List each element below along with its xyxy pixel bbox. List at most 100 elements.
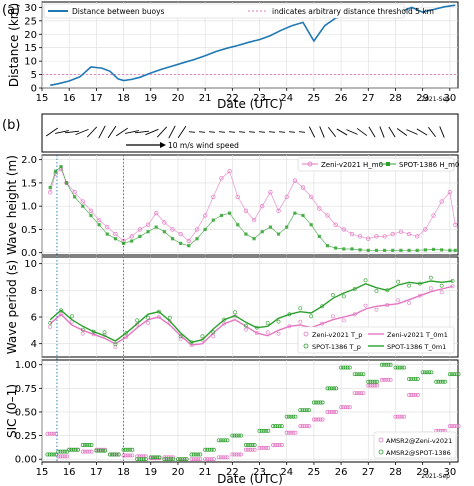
sic-point (307, 424, 311, 429)
sic-point (442, 379, 447, 384)
wave-period-point (254, 331, 259, 335)
sic-point (56, 449, 61, 454)
wave-height-point (447, 190, 452, 195)
sic-point (128, 447, 133, 452)
sic-point (279, 443, 284, 447)
wave-period-point (407, 301, 411, 305)
sic-point (273, 443, 278, 447)
sic-point (87, 443, 92, 447)
sic-point (80, 449, 85, 454)
wave-period-point (200, 334, 205, 339)
wave-period-point (124, 335, 129, 339)
sic-point (375, 379, 379, 384)
wave-period-point (222, 317, 227, 322)
wave-period-point (167, 315, 172, 320)
sic-point (368, 379, 373, 384)
sic-point (316, 417, 321, 422)
x-tick-label: 21 (199, 93, 212, 104)
sic-point (289, 430, 294, 435)
wind-arrow (156, 126, 168, 138)
wave-period-point (178, 337, 183, 341)
sic-point (85, 443, 90, 447)
wave-height-point (236, 223, 240, 227)
wave-height-point (374, 248, 379, 252)
sic-point (139, 454, 144, 459)
sic-point (250, 447, 255, 452)
sic-point (45, 431, 50, 436)
wave-period-point (102, 330, 107, 335)
sic-point (135, 454, 140, 459)
sic-point (252, 447, 257, 452)
sic-point (182, 457, 187, 462)
wave-period-point (331, 314, 335, 319)
wave-period-series (48, 275, 455, 349)
wave-height-point (64, 181, 69, 185)
wave-height-point (300, 185, 306, 190)
wave-height-point (154, 225, 158, 229)
sic-point (223, 438, 228, 443)
wave-height-point (342, 247, 346, 251)
sic-point (191, 452, 196, 457)
sic-point (284, 414, 289, 419)
wave-period-point (363, 278, 368, 283)
wave-height-point (301, 213, 305, 218)
wind-arrow (188, 131, 196, 133)
wave-height-point (382, 234, 387, 239)
sic-x-ticks: 15 16 17 18 19 20 21 22 23 24 25 26 27 28 29 30 (36, 462, 456, 478)
wave-period-point (385, 303, 390, 307)
legend-zeni-hm0-label: Zeni-v2021 H_m0 (321, 161, 383, 169)
wave-period-point (146, 321, 150, 325)
wave-height-point (431, 247, 436, 252)
wave-period-point (135, 318, 140, 323)
wave-height-point (391, 248, 395, 252)
sic-point (80, 443, 85, 447)
sic-point (277, 424, 282, 429)
sic-point (112, 452, 117, 457)
wave-height-point (211, 194, 216, 200)
sic-point (395, 414, 400, 419)
wave-period-point (298, 319, 303, 324)
sic-point (62, 454, 67, 459)
sic-point (209, 457, 214, 462)
sic-point (407, 392, 412, 397)
wave-period-legend-box (297, 326, 455, 354)
sic-point (440, 379, 445, 384)
wave-height-point (406, 231, 412, 237)
wind-arrow (319, 126, 325, 138)
sic-point (291, 414, 296, 419)
sic-point (314, 400, 319, 405)
sic-point (225, 438, 230, 443)
sic-point (123, 447, 128, 452)
sic-point (273, 424, 278, 429)
sic-point (284, 430, 289, 435)
sic-point (108, 452, 112, 457)
sic-point (400, 365, 404, 370)
wave-period-point (298, 306, 303, 311)
wave-height-point (260, 204, 265, 209)
sic-point (216, 455, 221, 460)
wind-panel: 10 m/s wind speed (41, 113, 459, 153)
wave-period-point (320, 321, 324, 326)
distance-legend-box (43, 3, 405, 19)
legend-amsr2-spot-marker (378, 449, 384, 455)
wind-arrow (177, 125, 187, 139)
wind-arrow (379, 126, 385, 138)
sic-point (277, 443, 282, 447)
wave-period-point (309, 314, 314, 319)
wave-period-point (276, 319, 281, 324)
y-tick-label: 6 (31, 313, 37, 324)
wave-height-panel: 0.0 0.5 1.0 1.5 2.0 Wave height (m) Zeni-v20… (5, 154, 459, 259)
sic-panel: 0.00 0.25 0.50 0.75 1.00 15 16 17 18 19 20 21 22 23 2… (5, 359, 461, 486)
x-tick-label: 29 (416, 467, 429, 478)
distance-y-ticks: 0 5 10 15 20 25 30 (24, 3, 42, 95)
sic-point (354, 391, 359, 396)
wave-height-point (88, 208, 94, 213)
wave-height-point (341, 227, 346, 232)
wave-period-point (331, 293, 335, 297)
sic-point (452, 372, 457, 377)
wave-height-line (49, 168, 456, 242)
sic-point (52, 452, 56, 457)
legend-amsr2-spot-label: AMSR2@SPOT-1386 (386, 449, 451, 457)
wave-height-point (235, 194, 240, 200)
